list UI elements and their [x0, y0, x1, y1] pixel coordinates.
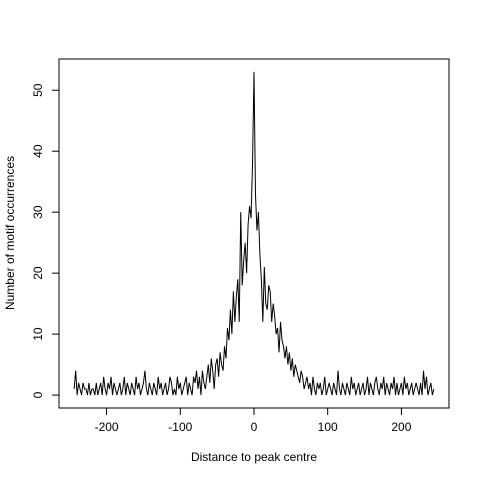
y-tick-label: 20 [31, 266, 45, 280]
x-tick-label: 0 [251, 420, 258, 434]
y-tick-label: 0 [31, 391, 45, 398]
y-tick-label: 30 [31, 205, 45, 219]
y-tick-label: 10 [31, 327, 45, 341]
y-tick-label: 50 [31, 83, 45, 97]
x-tick-label: 100 [318, 420, 338, 434]
x-tick-label: -200 [95, 420, 119, 434]
x-axis-label: Distance to peak centre [191, 450, 317, 464]
x-tick-label: -100 [168, 420, 192, 434]
y-axis-label: Number of motif occurrences [3, 156, 17, 310]
y-tick-label: 40 [31, 144, 45, 158]
x-tick-label: 200 [391, 420, 411, 434]
data-line [73, 71, 435, 396]
